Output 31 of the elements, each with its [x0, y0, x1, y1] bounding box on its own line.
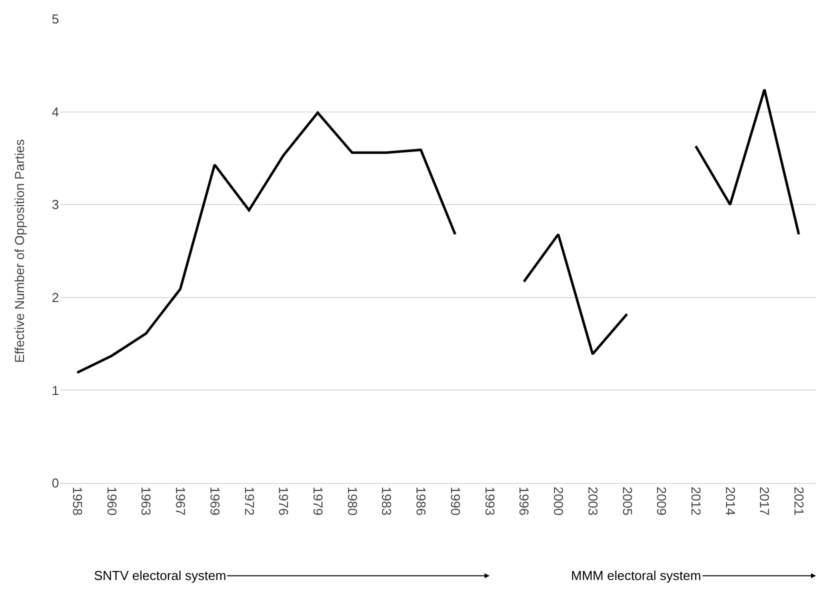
- x-tick-label: 1996: [516, 486, 532, 516]
- x-tick-label: 2009: [654, 486, 670, 516]
- y-tick-label: 3: [52, 197, 59, 212]
- y-tick-label: 2: [52, 290, 59, 305]
- x-tick-label: 2017: [757, 486, 772, 516]
- x-tick-label: 1960: [104, 486, 120, 516]
- x-tick-label: 1983: [379, 486, 394, 516]
- x-tick-label: 2021: [792, 486, 807, 516]
- x-tick-label: 1958: [70, 486, 85, 516]
- x-tick-label: 2012: [688, 486, 704, 516]
- x-tick-label: 1967: [173, 486, 188, 516]
- x-tick-label: 1963: [138, 486, 154, 516]
- y-tick-label: 4: [52, 104, 59, 120]
- text: MMM electoral system: [571, 568, 702, 583]
- x-tick-label: 1969: [207, 486, 222, 516]
- x-tick-label: 1993: [482, 486, 498, 516]
- x-tick-label: 2003: [585, 486, 600, 516]
- x-tick-label: 1980: [344, 486, 360, 516]
- x-tick-label: 1990: [448, 486, 463, 516]
- x-tick-label: 2005: [620, 486, 635, 516]
- y-axis-title: Effective Number of Opposition Parties: [12, 138, 27, 363]
- y-tick-label: 5: [52, 12, 59, 27]
- x-tick-label: 2000: [551, 486, 566, 516]
- x-tick-label: 1979: [310, 486, 326, 516]
- y-tick-label: 0: [52, 476, 59, 491]
- y-tick-label: 1: [52, 382, 59, 398]
- x-tick-label: 2014: [722, 486, 738, 516]
- x-tick-label: 1976: [276, 486, 292, 516]
- x-tick-label: 1972: [242, 486, 257, 516]
- text: SNTV electoral system: [94, 568, 226, 583]
- x-tick-label: 1986: [414, 486, 429, 516]
